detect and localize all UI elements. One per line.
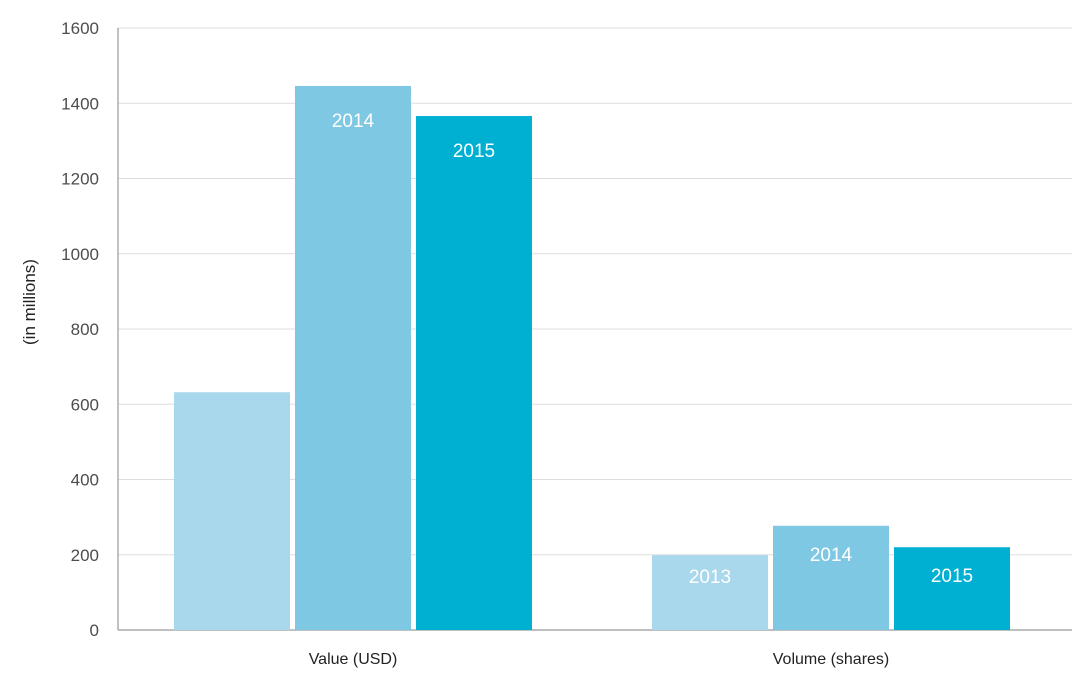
bar-2015-value — [416, 116, 532, 631]
labels: 0 200 400 600 800 1000 1200 1400 1600 (in million… — [20, 19, 973, 687]
bar-data-label: 2014 — [810, 545, 853, 566]
bar-data-label: 2014 — [332, 111, 375, 132]
bars — [174, 85, 1010, 631]
y-tick-label: 1600 — [61, 19, 99, 38]
y-tick-label: 800 — [71, 320, 99, 339]
bar-data-label: 2013 — [689, 567, 731, 588]
y-axis-title: (in millions) — [20, 259, 39, 345]
y-tick-label: 1000 — [61, 245, 99, 264]
y-tick-label: 0 — [90, 621, 99, 640]
y-tick-label: 1400 — [61, 94, 99, 113]
bar-data-label: 2015 — [931, 566, 973, 587]
x-category-label: Value (USD) — [309, 651, 398, 668]
bar-2013-value — [174, 392, 290, 630]
bar-data-label: 2015 — [453, 141, 495, 162]
bar-2014-volume — [773, 525, 889, 630]
bar-2014-value — [295, 85, 411, 630]
x-category-label: Volume (shares) — [773, 651, 890, 668]
y-tick-label: 600 — [71, 395, 99, 414]
y-tick-label: 400 — [71, 471, 99, 490]
y-tick-label: 1200 — [61, 170, 99, 189]
y-tick-label: 200 — [71, 546, 99, 565]
bar-2013-volume — [652, 555, 768, 630]
bar-data-label: 2013 — [211, 666, 253, 687]
bar-2015-volume — [894, 547, 1010, 630]
